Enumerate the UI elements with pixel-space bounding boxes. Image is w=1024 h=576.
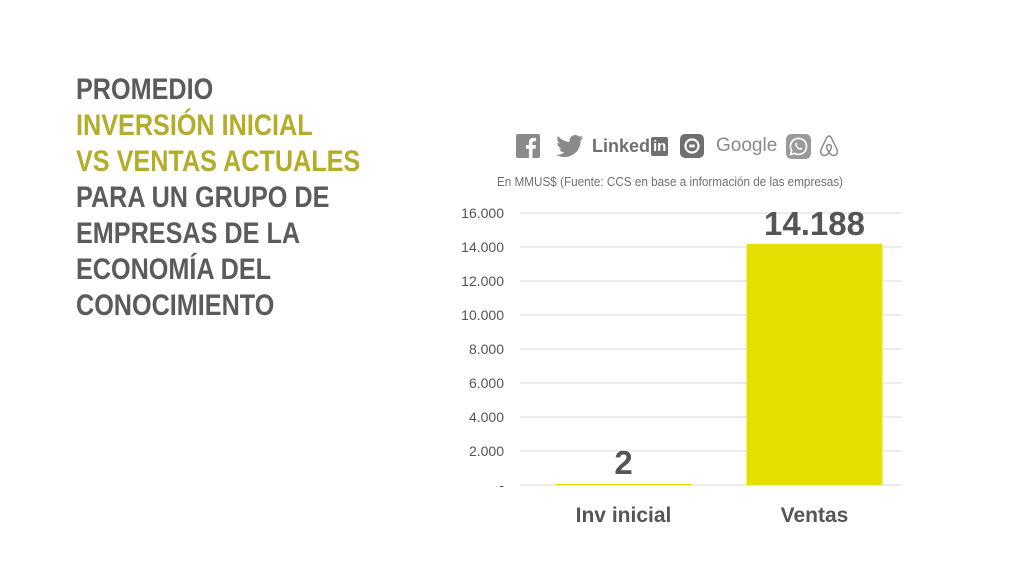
- company-logos: Linked in Google: [514, 132, 844, 160]
- linkedin-in-badge: in: [651, 137, 669, 156]
- y-tick-label: 6.000: [469, 375, 504, 391]
- y-tick-label: 2.000: [469, 443, 504, 459]
- bar-inv-inicial: [555, 484, 692, 485]
- uber-icon: [680, 134, 704, 158]
- y-axis-ticks: - 2.000 4.000 6.000 8.000 10.000 12.000 14.000 1…: [461, 205, 504, 493]
- y-tick-label: 4.000: [469, 409, 504, 425]
- whatsapp-icon: [786, 134, 811, 159]
- title-line-5: EMPRESAS DE LA: [76, 217, 301, 250]
- y-tick-label: 12.000: [461, 273, 504, 289]
- category-label: Ventas: [781, 504, 849, 527]
- twitter-icon: [556, 135, 584, 157]
- value-label: 2: [614, 444, 632, 481]
- linkedin-text: Linked: [592, 136, 651, 156]
- page-title: PROMEDIO INVERSIÓN INICIAL VS VENTAS ACT…: [76, 72, 361, 324]
- linkedin-icon: Linked in: [592, 134, 669, 158]
- title-line-6: ECONOMÍA DEL: [76, 253, 272, 286]
- category-label: Inv inicial: [576, 504, 672, 527]
- y-tick-label: 10.000: [461, 307, 504, 323]
- title-line-7: CONOCIMIENTO: [76, 289, 275, 322]
- value-label: 14.188: [764, 205, 865, 242]
- google-icon: Google: [716, 135, 778, 156]
- title-line-3: VS VENTAS ACTUALES: [76, 145, 361, 178]
- airbnb-icon: [819, 135, 839, 157]
- title-line-1: PROMEDIO: [76, 73, 214, 106]
- bar-ventas: [746, 243, 883, 485]
- y-tick-label: 16.000: [461, 205, 504, 221]
- y-tick-label: 8.000: [469, 341, 504, 357]
- y-tick-label: -: [499, 477, 504, 493]
- category-labels: Inv inicial Ventas: [576, 504, 849, 527]
- title-line-4: PARA UN GRUPO DE: [76, 181, 330, 214]
- title-line-2: INVERSIÓN INICIAL: [76, 109, 313, 142]
- facebook-icon: [516, 134, 540, 158]
- bars: [555, 243, 883, 485]
- y-tick-label: 14.000: [461, 239, 504, 255]
- chart-subtitle: En MMUS$ (Fuente: CCS en base a informac…: [497, 174, 843, 189]
- value-labels: 2 14.188: [614, 205, 865, 481]
